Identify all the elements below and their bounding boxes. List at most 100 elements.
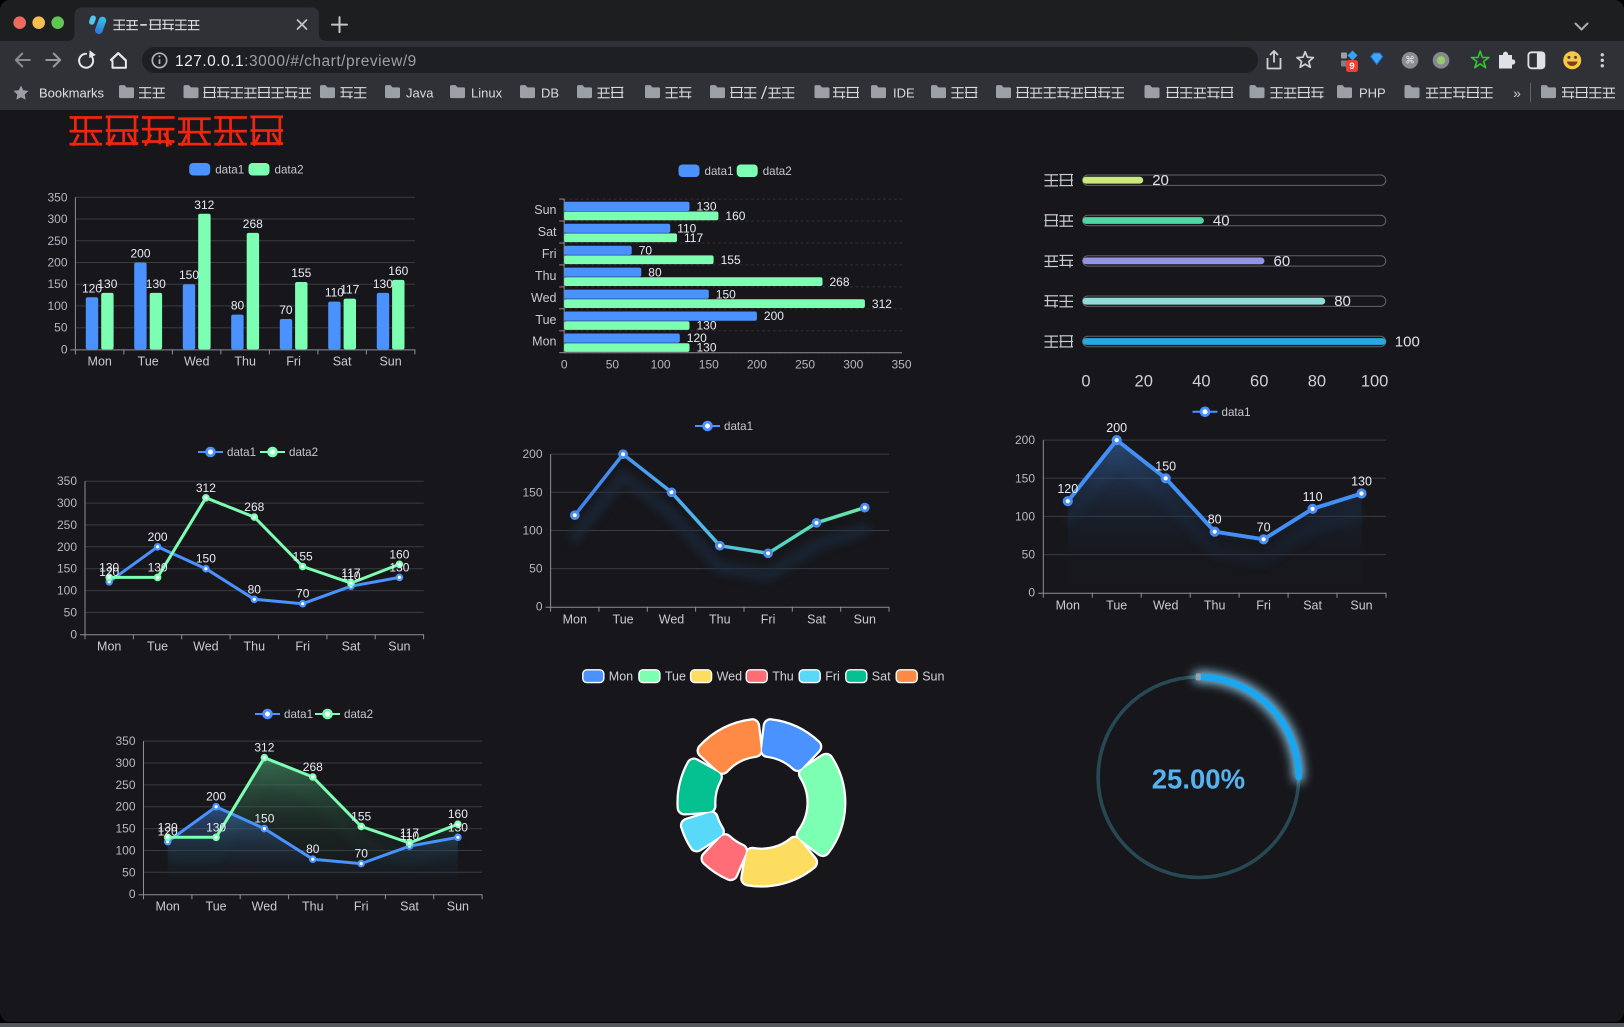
svg-text:150: 150 <box>196 552 216 566</box>
svg-text:Fri: Fri <box>761 613 776 627</box>
svg-text:312: 312 <box>196 481 216 495</box>
svg-text:50: 50 <box>529 562 543 576</box>
svg-text:Thu: Thu <box>1204 599 1226 613</box>
svg-text:250: 250 <box>115 778 135 792</box>
svg-text:Fri: Fri <box>542 247 557 261</box>
svg-text:350: 350 <box>57 474 77 488</box>
svg-text:120: 120 <box>82 281 102 295</box>
svg-text:117: 117 <box>340 283 359 297</box>
svg-text:Wed: Wed <box>717 670 743 684</box>
svg-text:Thu: Thu <box>535 269 557 283</box>
svg-text:80: 80 <box>231 299 245 313</box>
svg-text:150: 150 <box>1015 471 1035 485</box>
svg-text:110: 110 <box>1303 490 1323 504</box>
svg-text:130: 130 <box>697 319 717 333</box>
svg-text:200: 200 <box>522 447 542 461</box>
svg-text:150: 150 <box>47 277 67 291</box>
svg-text:100: 100 <box>522 524 542 538</box>
svg-text:Sun: Sun <box>534 203 556 217</box>
svg-text:Wed: Wed <box>659 613 685 627</box>
svg-text:Tue: Tue <box>206 900 227 914</box>
svg-text:268: 268 <box>303 760 323 774</box>
svg-text:160: 160 <box>388 264 408 278</box>
svg-text:200: 200 <box>764 309 784 323</box>
svg-text:0: 0 <box>129 887 136 901</box>
svg-text:312: 312 <box>872 297 892 311</box>
svg-text:Mon: Mon <box>532 335 556 349</box>
svg-text:data1: data1 <box>1222 406 1251 419</box>
svg-text:130: 130 <box>389 560 409 574</box>
svg-text:data2: data2 <box>275 163 304 176</box>
svg-text:Wed: Wed <box>531 291 557 305</box>
svg-text:250: 250 <box>47 234 67 248</box>
svg-text:data1: data1 <box>705 165 734 178</box>
svg-text:200: 200 <box>115 800 135 814</box>
svg-text:130: 130 <box>373 277 393 291</box>
svg-text:350: 350 <box>47 190 67 204</box>
svg-text:Fri: Fri <box>825 670 840 684</box>
svg-text:Fri: Fri <box>286 355 301 369</box>
svg-text:160: 160 <box>389 547 409 561</box>
svg-text:150: 150 <box>179 268 199 282</box>
svg-text:110: 110 <box>400 829 419 843</box>
svg-text:0: 0 <box>1028 586 1035 600</box>
svg-text:155: 155 <box>291 266 311 280</box>
svg-text:268: 268 <box>243 217 263 231</box>
svg-text:200: 200 <box>747 358 767 372</box>
svg-text:0: 0 <box>70 627 77 641</box>
svg-text:200: 200 <box>57 540 77 554</box>
svg-text:Sat: Sat <box>1303 599 1322 613</box>
svg-text:60: 60 <box>1250 373 1268 391</box>
svg-text:200: 200 <box>206 790 226 804</box>
svg-text:PHP: PHP <box>1359 86 1386 101</box>
svg-text:110: 110 <box>677 221 696 235</box>
svg-text:80: 80 <box>306 842 320 856</box>
svg-text:117: 117 <box>400 826 419 840</box>
svg-text:data1: data1 <box>724 420 753 433</box>
svg-text:Thu: Thu <box>244 640 266 654</box>
svg-text:Mon: Mon <box>1056 599 1080 613</box>
svg-text:150: 150 <box>716 287 736 301</box>
svg-text:100: 100 <box>1361 373 1389 391</box>
svg-text:Linux: Linux <box>471 86 503 101</box>
svg-text:250: 250 <box>57 518 77 532</box>
svg-text:data2: data2 <box>344 708 373 721</box>
svg-text:130: 130 <box>1351 475 1372 489</box>
svg-text:Tue: Tue <box>147 640 168 654</box>
svg-text:50: 50 <box>1022 548 1036 562</box>
svg-text:70: 70 <box>296 587 310 601</box>
svg-text:100: 100 <box>47 299 67 313</box>
svg-text:Thu: Thu <box>772 670 794 684</box>
svg-text:300: 300 <box>57 496 77 510</box>
svg-text:120: 120 <box>1057 482 1078 496</box>
svg-text:200: 200 <box>148 530 168 544</box>
svg-text:300: 300 <box>115 756 135 770</box>
svg-text:Sat: Sat <box>872 670 891 684</box>
svg-text:data1: data1 <box>215 163 244 176</box>
svg-text:150: 150 <box>57 562 77 576</box>
svg-text:40: 40 <box>1213 213 1230 230</box>
svg-text:110: 110 <box>325 286 344 300</box>
svg-text:117: 117 <box>341 566 360 580</box>
svg-text:312: 312 <box>254 741 274 755</box>
svg-text:100: 100 <box>651 358 671 372</box>
svg-text:20: 20 <box>1152 172 1169 189</box>
svg-text:100: 100 <box>115 844 135 858</box>
svg-text:130: 130 <box>697 200 717 214</box>
svg-text:130: 130 <box>158 820 178 834</box>
svg-text:Mon: Mon <box>563 613 587 627</box>
svg-text:Sat: Sat <box>807 613 826 627</box>
svg-text:120: 120 <box>158 825 178 839</box>
svg-text:20: 20 <box>1135 373 1153 391</box>
svg-text:Java: Java <box>406 86 434 101</box>
svg-text:300: 300 <box>47 212 67 226</box>
svg-text:50: 50 <box>606 358 620 372</box>
svg-text:150: 150 <box>254 812 274 826</box>
svg-text:Fri: Fri <box>354 900 369 914</box>
svg-text:130: 130 <box>99 560 119 574</box>
svg-text:350: 350 <box>891 358 911 372</box>
svg-text:150: 150 <box>522 485 542 499</box>
svg-text:200: 200 <box>1106 421 1127 435</box>
svg-text:155: 155 <box>293 550 313 564</box>
svg-text:Bookmarks: Bookmarks <box>39 86 105 101</box>
